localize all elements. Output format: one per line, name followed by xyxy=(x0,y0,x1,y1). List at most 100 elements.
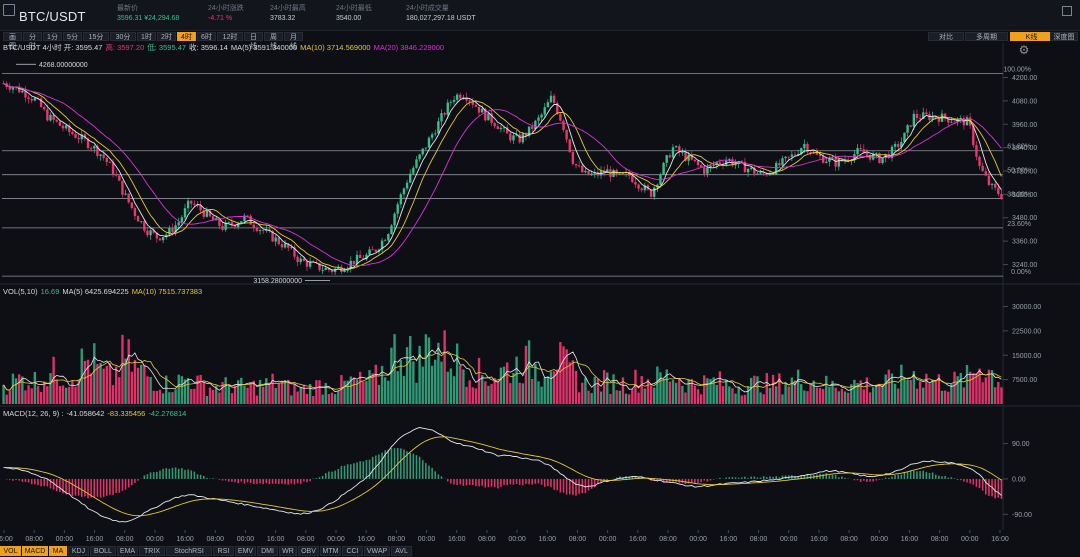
volume-tick-label: 30000.00 xyxy=(1012,304,1041,311)
period-周线[interactable]: 周线 xyxy=(264,32,283,50)
candle-body xyxy=(818,154,822,156)
fullscreen-icon[interactable] xyxy=(1062,6,1072,16)
candle-body xyxy=(287,243,290,248)
indicator-BOLL[interactable]: BOLL xyxy=(90,546,116,556)
candle-body xyxy=(518,134,521,143)
candle-body xyxy=(890,146,894,159)
candle-body xyxy=(746,168,750,173)
legend-ma5: MA(5) 3591.340000 xyxy=(230,43,298,52)
volume-bar xyxy=(871,387,875,404)
volume-bar xyxy=(646,379,650,404)
view-tab-1[interactable]: 多周期 xyxy=(965,32,1008,41)
candle-body xyxy=(171,227,174,233)
indicator-VWAP[interactable]: VWAP xyxy=(364,546,390,556)
candle-body xyxy=(834,157,837,167)
volume-bar xyxy=(355,379,359,404)
period-12时[interactable]: 12时 xyxy=(217,32,243,41)
indicator-KDJ[interactable]: KDJ xyxy=(68,546,89,556)
period-2时[interactable]: 2时 xyxy=(157,32,176,41)
candle-body xyxy=(165,234,168,237)
view-tab-3[interactable]: 深度图 xyxy=(1050,32,1078,41)
indicator-CCI[interactable]: CCI xyxy=(342,546,363,556)
candle-body xyxy=(39,98,43,108)
volume-bar xyxy=(499,367,503,404)
legend-main-hi: 高: 3597.20 xyxy=(105,43,145,52)
candle-body xyxy=(227,222,230,223)
stat-value: 3540.00 xyxy=(336,15,362,22)
indicator-MTM[interactable]: MTM xyxy=(320,546,341,556)
volume-bar xyxy=(706,378,709,404)
volume-bar xyxy=(33,371,37,404)
period-分时[interactable]: 分时 xyxy=(23,32,42,50)
view-tab-0[interactable]: 对比 xyxy=(928,32,964,41)
volume-bar xyxy=(105,365,108,404)
indicator-EMV[interactable]: EMV xyxy=(235,546,256,556)
indicator-VOL[interactable]: VOL xyxy=(0,546,21,556)
volume-bar xyxy=(487,385,490,404)
volume-bar xyxy=(283,380,287,404)
candle-body xyxy=(753,167,756,174)
candle-body xyxy=(362,257,365,260)
fib-label: 38.20% xyxy=(1007,191,1031,198)
macd-tick-label: -90.00 xyxy=(1012,512,1032,519)
candle-body xyxy=(333,268,337,273)
volume-bar xyxy=(8,390,12,404)
volume-bar xyxy=(784,384,787,404)
volume-bar xyxy=(778,373,781,404)
indicator-MACD[interactable]: MACD xyxy=(22,546,48,556)
period-15分[interactable]: 15分 xyxy=(83,32,109,41)
indicator-RSI[interactable]: RSI xyxy=(213,546,234,556)
candle-body xyxy=(787,156,790,158)
period-月线[interactable]: 月线 xyxy=(284,32,303,50)
candle-body xyxy=(571,152,575,164)
candle-body xyxy=(568,139,571,153)
time-tick-label: 16:00 xyxy=(901,536,919,543)
volume-bar xyxy=(221,382,224,404)
indicator-OBV[interactable]: OBV xyxy=(298,546,319,556)
volume-bar xyxy=(24,390,27,404)
period-4时[interactable]: 4时 xyxy=(177,32,196,41)
period-画图[interactable]: 画图 xyxy=(3,32,22,50)
indicator-TRIX[interactable]: TRIX xyxy=(139,546,165,556)
period-日线[interactable]: 日线 xyxy=(244,32,263,50)
period-5分[interactable]: 5分 xyxy=(63,32,82,41)
candle-body xyxy=(74,134,77,138)
volume-bar xyxy=(243,385,246,404)
indicator-AVL[interactable]: AVL xyxy=(391,546,412,556)
indicator-EMA[interactable]: EMA xyxy=(117,546,138,556)
volume-bar xyxy=(753,375,756,404)
candle-body xyxy=(443,113,446,115)
volume-bar xyxy=(881,385,884,404)
menu-icon[interactable] xyxy=(3,4,15,16)
candle-body xyxy=(136,216,140,222)
candle-body xyxy=(459,94,462,99)
volume-bar xyxy=(868,392,872,404)
indicator-DMI[interactable]: DMI xyxy=(257,546,278,556)
candle-body xyxy=(330,270,334,273)
indicator-MA[interactable]: MA xyxy=(49,546,67,556)
period-30分[interactable]: 30分 xyxy=(110,32,136,41)
volume-bar xyxy=(346,380,349,404)
volume-bar xyxy=(224,377,227,404)
volume-bar xyxy=(365,381,368,404)
time-tick-label: 00:00 xyxy=(871,536,889,543)
candle-body xyxy=(552,95,556,103)
fib-label: 50.00% xyxy=(1007,168,1031,175)
period-6时[interactable]: 6时 xyxy=(197,32,216,41)
indicator-StochRSI[interactable]: StochRSI xyxy=(166,546,212,556)
candle-body xyxy=(862,149,865,154)
indicator-WR[interactable]: WR xyxy=(279,546,297,556)
candle-body xyxy=(784,156,787,159)
indicator-bar: VOL MACD MA KDJ BOLL EMA TRIX StochRSI RSI EMV DMI… xyxy=(0,546,1080,556)
volume-bar xyxy=(943,390,947,404)
candle-body xyxy=(693,159,697,162)
period-1分[interactable]: 1分 xyxy=(43,32,62,41)
candle-body xyxy=(900,142,903,148)
legend-vol-value: 16.69 xyxy=(40,287,60,296)
volume-bar xyxy=(193,388,196,404)
period-1时[interactable]: 1时 xyxy=(137,32,156,41)
legend-ma10: MA(10) 3714.569000 xyxy=(300,43,371,52)
volume-bar xyxy=(856,383,859,404)
candle-body xyxy=(324,268,327,271)
